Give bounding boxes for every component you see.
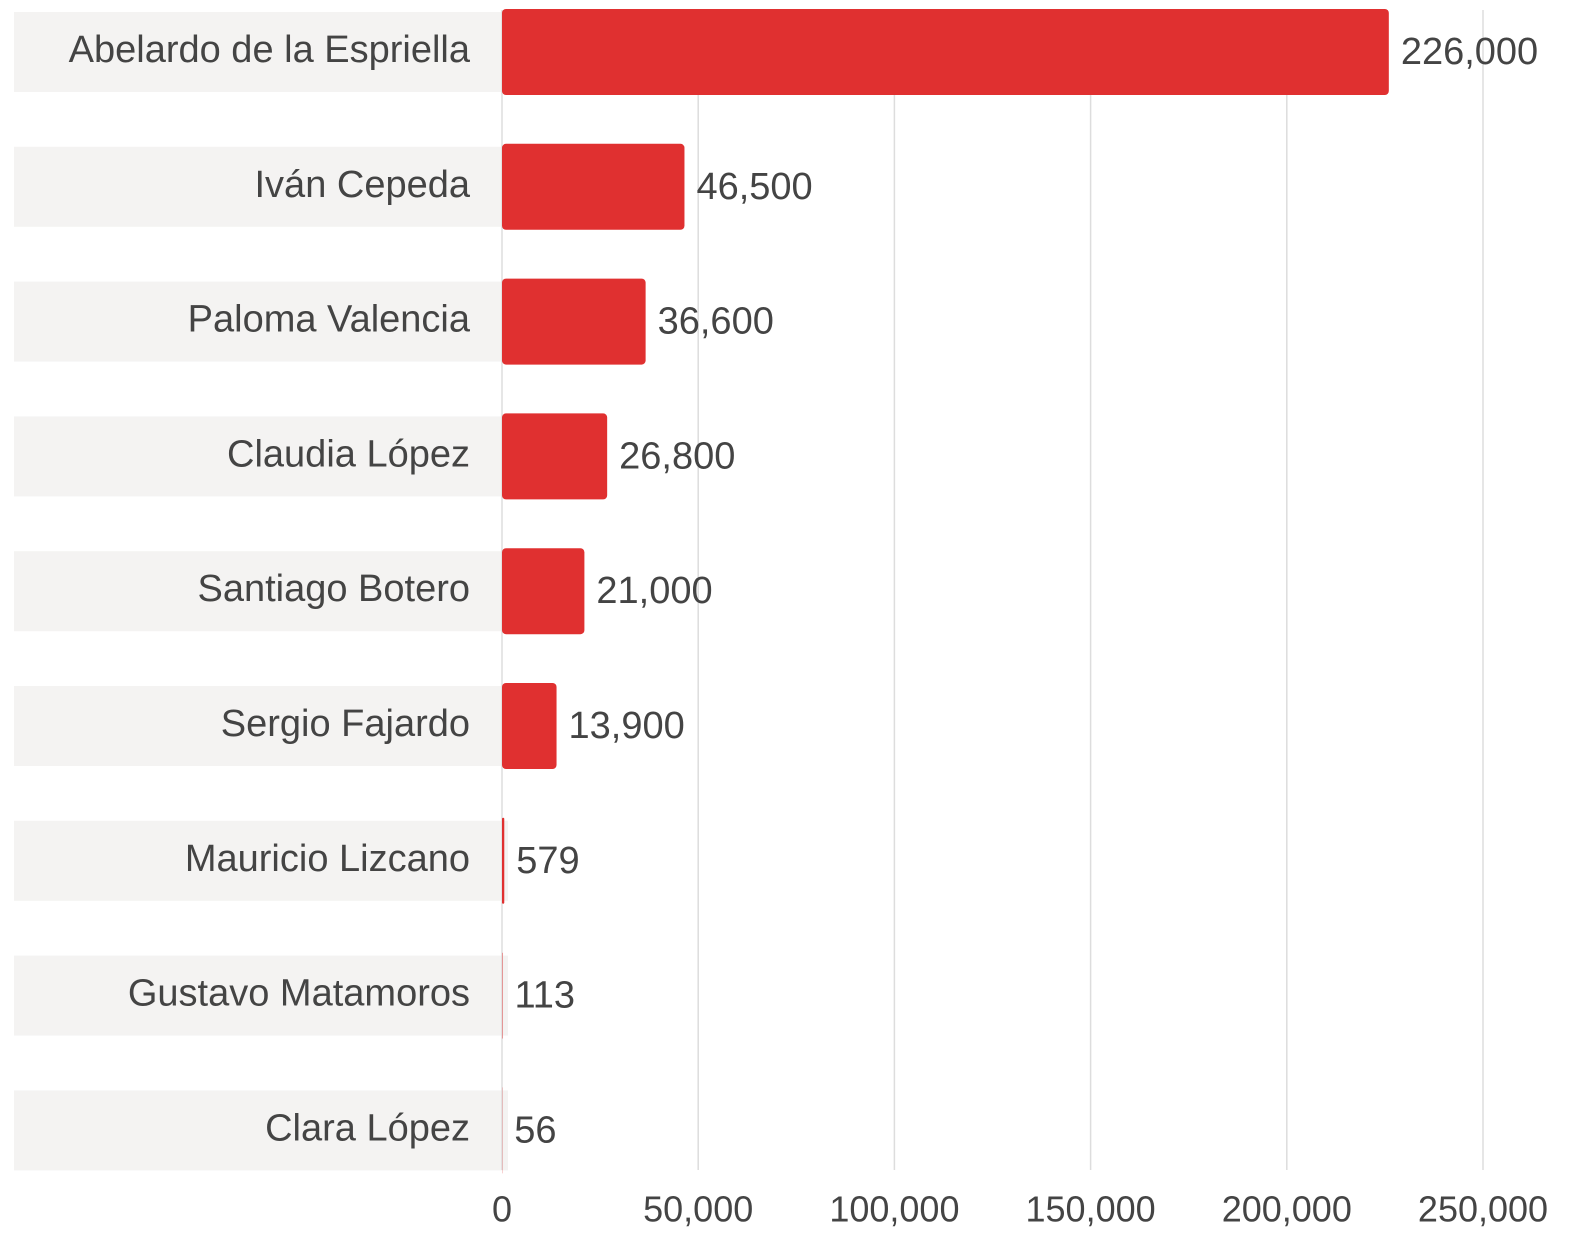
x-tick-label: 250,000 xyxy=(1418,1189,1548,1230)
value-label: 226,000 xyxy=(1401,31,1538,73)
label-background xyxy=(14,955,508,1036)
value-label: 36,600 xyxy=(658,301,774,343)
x-tick-label: 200,000 xyxy=(1222,1189,1352,1230)
bar xyxy=(502,683,557,769)
category-label: Santiago Botero xyxy=(197,568,470,610)
x-tick-label: 100,000 xyxy=(829,1189,959,1230)
label-background xyxy=(14,416,508,497)
bar xyxy=(502,143,685,230)
value-label: 113 xyxy=(514,975,575,1017)
value-label: 13,900 xyxy=(569,705,685,747)
label-background xyxy=(14,1090,508,1171)
value-label: 579 xyxy=(516,840,579,882)
label-background xyxy=(14,820,508,901)
label-background xyxy=(14,686,508,766)
value-label: 21,000 xyxy=(596,570,712,612)
bar xyxy=(502,278,646,365)
bar xyxy=(502,817,505,904)
label-background xyxy=(14,146,508,227)
value-label: 56 xyxy=(514,1109,556,1151)
category-label: Paloma Valencia xyxy=(188,299,471,341)
bar xyxy=(502,548,585,635)
value-label: 46,500 xyxy=(696,166,812,208)
bar xyxy=(502,413,608,500)
category-label: Clara López xyxy=(265,1107,470,1149)
category-label: Mauricio Lizcano xyxy=(185,838,470,880)
label-background xyxy=(14,551,508,632)
value-label: 26,800 xyxy=(619,435,735,477)
category-label: Sergio Fajardo xyxy=(221,703,470,745)
x-tick-label: 50,000 xyxy=(643,1189,753,1230)
label-background xyxy=(14,12,508,92)
category-label: Claudia López xyxy=(227,433,470,475)
category-label: Iván Cepeda xyxy=(255,164,471,206)
bar xyxy=(502,9,1389,95)
category-label: Abelardo de la Espriella xyxy=(69,29,471,71)
label-background xyxy=(14,281,508,362)
category-label: Gustavo Matamoros xyxy=(128,973,470,1015)
x-tick-label: 0 xyxy=(492,1189,512,1230)
x-tick-label: 150,000 xyxy=(1026,1189,1156,1230)
